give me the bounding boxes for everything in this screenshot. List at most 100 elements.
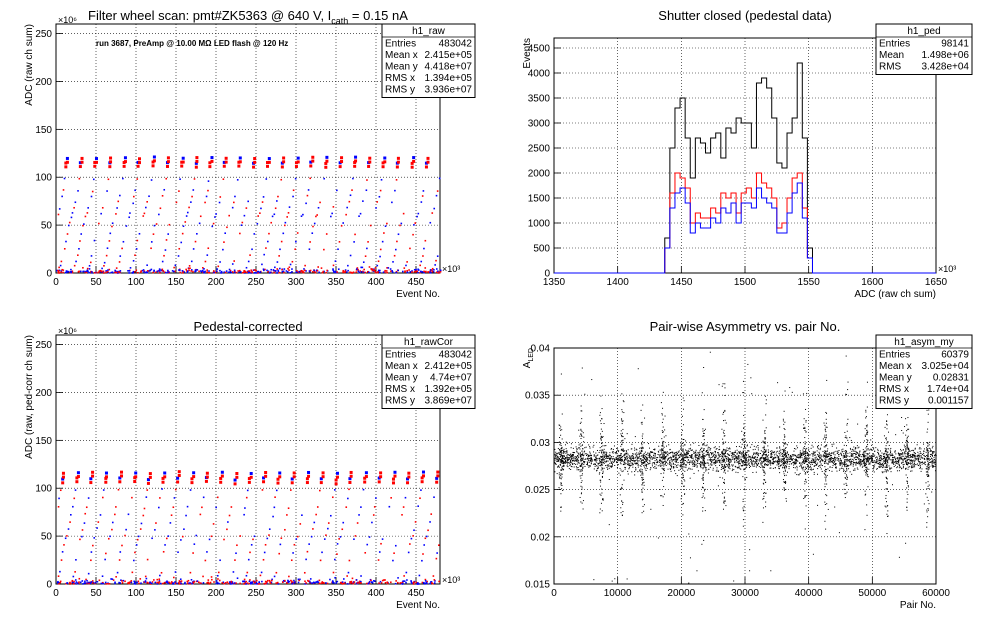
raw-point bbox=[356, 267, 359, 269]
raw-point bbox=[312, 271, 314, 273]
asym-point bbox=[777, 456, 779, 458]
raw-point bbox=[80, 160, 84, 164]
asym-point bbox=[694, 465, 696, 467]
raw-point bbox=[57, 271, 60, 274]
asym-point bbox=[594, 460, 596, 462]
cor-point bbox=[436, 470, 440, 474]
raw-point bbox=[291, 260, 294, 263]
cor-point bbox=[236, 577, 239, 580]
cor-point bbox=[306, 550, 309, 553]
asym-point bbox=[881, 458, 883, 460]
asym-point bbox=[637, 457, 639, 459]
asym-point bbox=[627, 459, 629, 461]
asym-point bbox=[716, 461, 718, 463]
asym-point bbox=[838, 453, 840, 455]
asym-point bbox=[911, 456, 913, 458]
raw-point bbox=[123, 160, 127, 164]
asym-point bbox=[782, 455, 784, 457]
cor-point bbox=[99, 514, 102, 516]
asym-point bbox=[934, 458, 936, 460]
asym-point bbox=[666, 455, 668, 457]
asym-point bbox=[651, 457, 653, 459]
cor-point bbox=[373, 580, 376, 582]
asym-point bbox=[835, 450, 837, 452]
asym-point bbox=[874, 450, 876, 452]
asym-point bbox=[632, 460, 634, 462]
asym-point bbox=[909, 466, 911, 468]
asym-point bbox=[834, 461, 836, 463]
asym-point bbox=[793, 466, 795, 468]
cor-point bbox=[417, 505, 419, 507]
asym-point bbox=[582, 452, 584, 454]
raw-point bbox=[155, 271, 157, 273]
raw-point bbox=[202, 267, 204, 269]
asym-point bbox=[722, 464, 724, 466]
asym-point bbox=[564, 458, 566, 460]
asym-point bbox=[927, 458, 929, 460]
asym-point bbox=[674, 452, 676, 454]
asym-point bbox=[920, 448, 922, 450]
asym-point bbox=[746, 461, 748, 463]
asym-point bbox=[736, 458, 738, 460]
raw-point bbox=[161, 268, 164, 271]
asym-point bbox=[654, 454, 656, 456]
asym-point bbox=[750, 461, 752, 463]
asym-point bbox=[752, 471, 754, 473]
asym-point bbox=[850, 449, 852, 451]
asym-point bbox=[677, 464, 679, 466]
cor-point bbox=[331, 580, 334, 582]
asym-point bbox=[608, 454, 610, 456]
raw-point bbox=[345, 271, 348, 273]
cor-point bbox=[247, 480, 251, 484]
cor-point bbox=[363, 480, 367, 484]
cor-point bbox=[105, 552, 107, 555]
asym-point bbox=[659, 464, 661, 466]
asym-point bbox=[620, 463, 622, 465]
asym-point bbox=[569, 455, 571, 457]
asym-point bbox=[808, 460, 810, 462]
asym-point bbox=[819, 461, 821, 463]
cor-point bbox=[215, 582, 218, 585]
asym-point bbox=[821, 465, 823, 467]
cor-point bbox=[84, 512, 87, 515]
raw-point bbox=[243, 271, 246, 273]
asym-point bbox=[868, 461, 870, 463]
asym-point bbox=[563, 455, 565, 457]
asym-point bbox=[889, 468, 891, 470]
cor-point bbox=[318, 489, 321, 492]
cor-point bbox=[423, 583, 426, 585]
cor-point bbox=[332, 571, 335, 574]
raw-point bbox=[70, 216, 73, 219]
asym-point bbox=[930, 450, 932, 452]
asym-point bbox=[605, 465, 607, 467]
asym-point bbox=[562, 464, 564, 466]
asym-point bbox=[837, 451, 839, 453]
raw-point bbox=[338, 241, 341, 243]
asym-point bbox=[866, 466, 868, 468]
asym-point bbox=[901, 468, 903, 470]
cor-point bbox=[310, 535, 313, 538]
cor-point bbox=[307, 580, 310, 583]
raw-point bbox=[87, 207, 89, 209]
asym-point bbox=[581, 448, 583, 450]
asym-point bbox=[564, 460, 566, 462]
asym-point bbox=[843, 454, 845, 456]
asym-point bbox=[675, 473, 677, 475]
asym-point bbox=[715, 448, 717, 450]
asym-point bbox=[825, 461, 827, 463]
asym-point bbox=[747, 458, 749, 460]
asym-point bbox=[824, 458, 826, 460]
asym-point bbox=[868, 463, 870, 465]
asym-point bbox=[699, 450, 701, 452]
asym-point bbox=[672, 453, 674, 455]
asym-point bbox=[611, 458, 613, 460]
asym-point bbox=[731, 456, 733, 458]
cor-point bbox=[213, 581, 215, 583]
asym-point bbox=[630, 459, 632, 461]
asym-point bbox=[850, 454, 852, 456]
asym-point bbox=[819, 453, 821, 455]
asym-point bbox=[668, 452, 670, 454]
asym-point bbox=[600, 463, 602, 465]
asym-point bbox=[828, 470, 830, 472]
asym-point bbox=[691, 454, 693, 456]
